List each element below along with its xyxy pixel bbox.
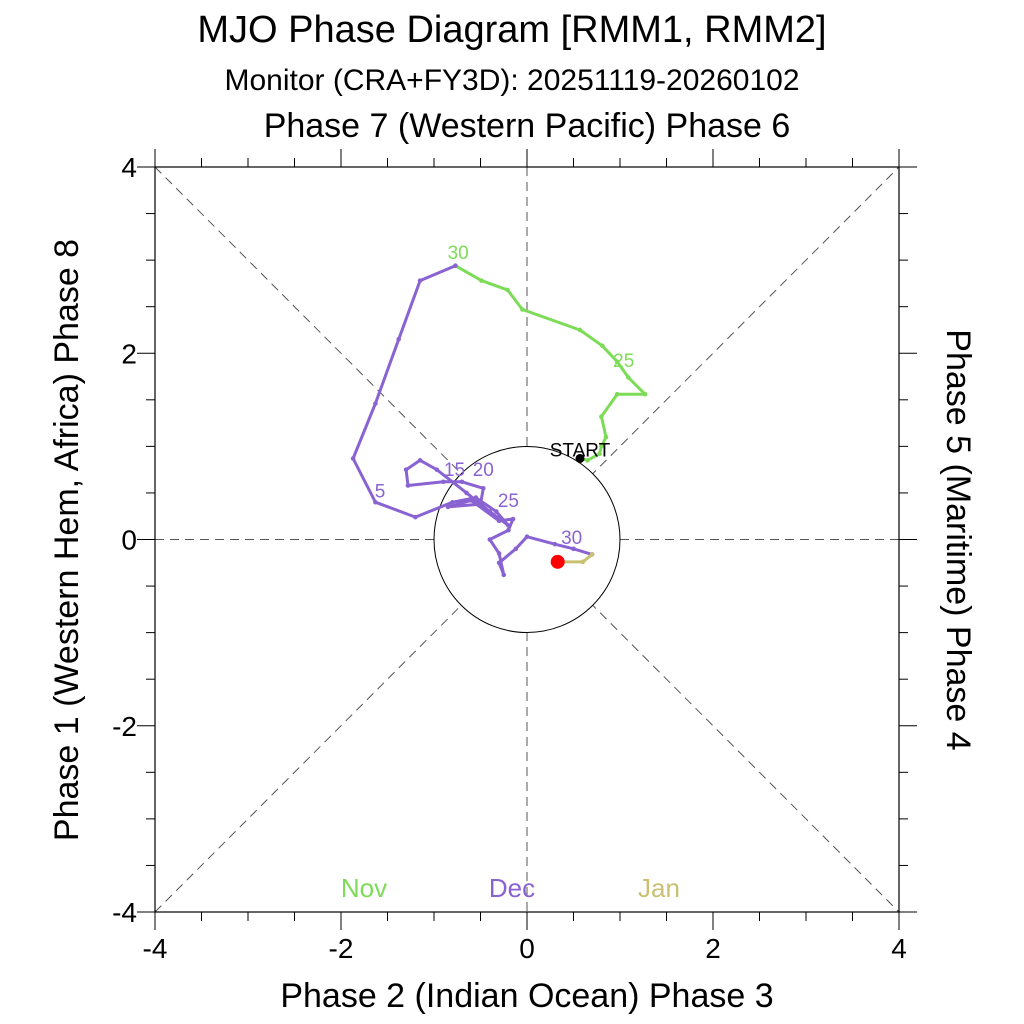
data-point-dec [396, 336, 401, 342]
data-point-dec [350, 456, 356, 461]
y-tick-label: -4 [112, 897, 137, 928]
data-point-dec [403, 467, 409, 472]
data-point-dec [373, 499, 378, 505]
data-point-dec [413, 514, 418, 520]
data-point-dec [459, 479, 465, 485]
data-point-nov [599, 444, 604, 449]
data-point-dec [524, 534, 530, 540]
legend-month: Jan [638, 873, 680, 903]
data-point-dec [496, 518, 502, 524]
unit-circle [433, 446, 621, 633]
day-label: 25 [498, 491, 519, 512]
data-point-dec [552, 541, 558, 547]
day-label: 15 [444, 460, 465, 481]
x-tick-label: 4 [891, 933, 907, 964]
data-point-dec [464, 490, 469, 496]
x-tick-label: 0 [519, 933, 535, 964]
y-tick-label: -2 [112, 711, 137, 742]
start-label: START [550, 440, 611, 461]
data-point-dec [571, 546, 576, 552]
data-point-dec [480, 485, 486, 491]
data-point-nov [614, 391, 620, 397]
day-label: 30 [561, 528, 582, 549]
data-point-dec [450, 499, 455, 505]
data-point-dec [496, 551, 502, 556]
data-point-dec [496, 560, 502, 566]
x-tick-label: -4 [143, 933, 168, 964]
y-tick-label: 2 [121, 338, 137, 369]
data-point-jan [589, 552, 595, 557]
axis-ticks: -4-4 -2 -2 0 0 2 2 4 4 [112, 149, 917, 964]
top-phase-label: Phase 7 (Western Pacific) Phase 6 [264, 107, 791, 145]
data-point-dec [417, 458, 423, 463]
data-point-nov [479, 278, 484, 283]
data-point-nov [577, 327, 583, 333]
data-point-dec [453, 263, 458, 269]
data-point-dec [445, 504, 451, 510]
data-point-dec [468, 498, 474, 503]
y-axis-label-right: Phase 5 (Maritime) Phase 4 [939, 329, 977, 750]
data-point-jan [580, 559, 586, 565]
y-tick-label: 4 [121, 152, 137, 183]
end-marker [550, 554, 565, 569]
data-point-dec [506, 523, 511, 528]
data-point-nov [505, 287, 510, 293]
phase-guides [154, 166, 900, 913]
data-point-nov [600, 343, 605, 349]
data-point-dec [487, 537, 493, 542]
data-point-nov [603, 434, 609, 440]
series-line-nov [453, 264, 647, 462]
y-tick-label: 0 [121, 525, 137, 556]
data-point-dec [501, 572, 507, 578]
y-axis-label-left: Phase 1 (Western Hem, Africa) Phase 8 [48, 239, 86, 841]
day-label: 25 [613, 351, 634, 372]
data-point-dec [506, 527, 511, 533]
data-point-dec [473, 495, 479, 500]
chart-title: MJO Phase Diagram [RMM1, RMM2] [197, 9, 826, 51]
legend-month: Nov [341, 873, 387, 903]
data-point-nov [520, 307, 525, 312]
day-label: 30 [448, 243, 469, 264]
data-point-dec [417, 278, 423, 283]
data-point-nov [626, 375, 631, 380]
x-tick-label: -2 [329, 933, 354, 964]
data-point-dec [441, 479, 446, 485]
data-point-dec [494, 509, 499, 514]
data-point-dec [513, 546, 519, 552]
legend-month: Dec [489, 873, 535, 903]
data-point-dec [405, 483, 411, 488]
data-point-nov [614, 359, 620, 364]
month-legend: Nov Dec Jan [341, 873, 680, 903]
data-point-nov [642, 391, 648, 397]
data-point-dec [510, 516, 516, 522]
start-marker [575, 453, 585, 463]
data-point-dec [487, 509, 493, 514]
chart-subtitle: Monitor (CRA+FY3D): 20251119-20260102 [224, 64, 799, 97]
data-point-nov [597, 451, 602, 457]
data-point-dec [478, 501, 483, 507]
x-axis-label: Phase 2 (Indian Ocean) Phase 3 [280, 977, 773, 1015]
day-label: 5 [375, 482, 386, 503]
data-point-nov [599, 414, 604, 419]
data-point-dec [373, 401, 378, 406]
x-tick-label: 2 [705, 933, 721, 964]
data-point-nov [585, 458, 590, 463]
rmm-trajectory: START [350, 263, 648, 578]
data-point-dec [434, 467, 440, 472]
day-label: 20 [473, 460, 494, 481]
